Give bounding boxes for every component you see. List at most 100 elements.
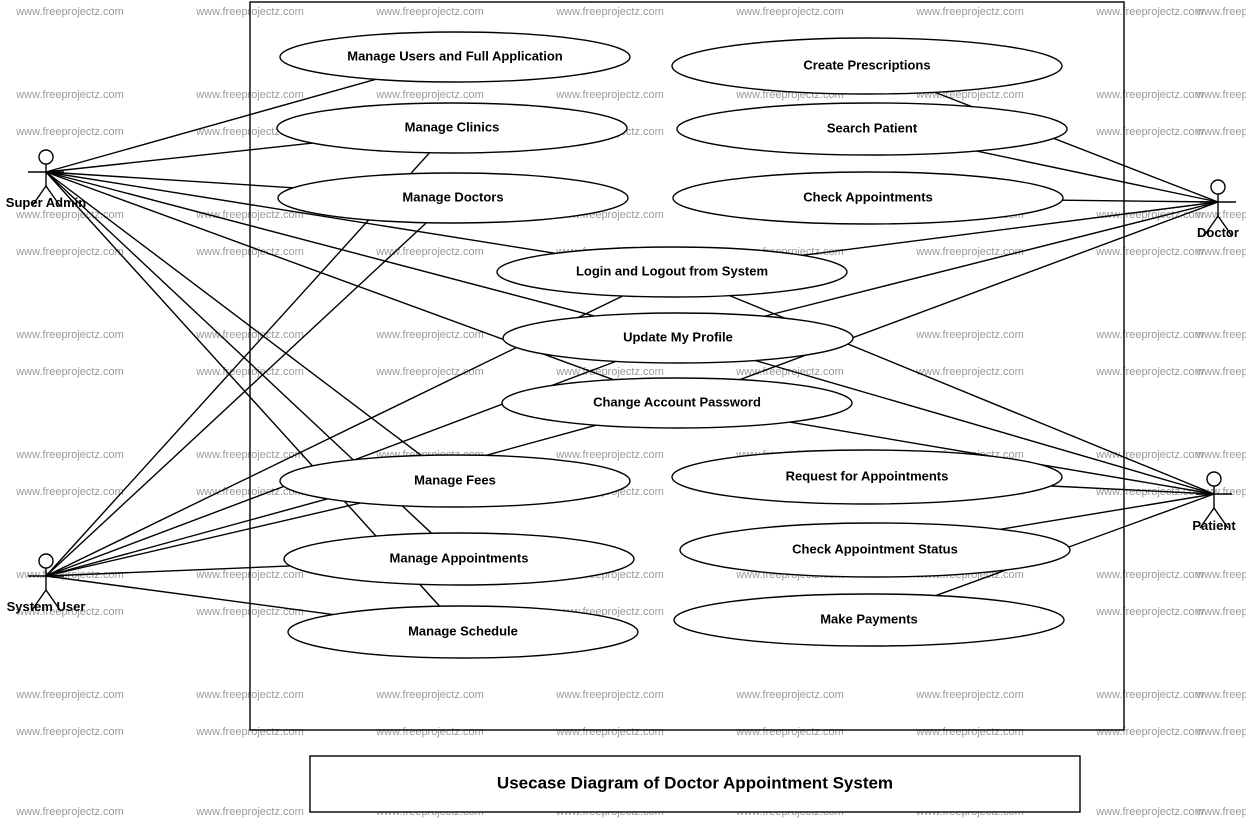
watermark-text: www.freeprojectz.com — [15, 449, 124, 461]
association-line — [1000, 494, 1214, 529]
actor-head-icon — [1211, 180, 1225, 194]
association-line — [1062, 200, 1218, 202]
usecase-create-rx: Create Prescriptions — [672, 38, 1062, 94]
watermark-text: www.freeprojectz.com — [1195, 726, 1246, 738]
watermark-text: www.freeprojectz.com — [15, 126, 124, 138]
actor-head-icon — [1207, 472, 1221, 486]
usecase-manage-doctors: Manage Doctors — [278, 173, 628, 223]
watermark-text: www.freeprojectz.com — [915, 6, 1024, 18]
usecase-manage-appts: Manage Appointments — [284, 533, 634, 585]
usecase-label: Manage Appointments — [390, 550, 529, 565]
usecase-label: Manage Schedule — [408, 623, 518, 638]
usecase-label: Manage Clinics — [405, 119, 500, 134]
watermark-text: www.freeprojectz.com — [15, 246, 124, 258]
usecase-manage-schedule: Manage Schedule — [288, 606, 638, 658]
watermark-text: www.freeprojectz.com — [1095, 449, 1204, 461]
usecase-check-appt-status: Check Appointment Status — [680, 523, 1070, 577]
watermark-text: www.freeprojectz.com — [1195, 689, 1246, 701]
watermark-text: www.freeprojectz.com — [1095, 689, 1204, 701]
actor-patient: Patient — [1192, 472, 1236, 533]
watermark-text: www.freeprojectz.com — [1095, 89, 1204, 101]
usecase-update-profile: Update My Profile — [503, 313, 853, 363]
usecase-label: Request for Appointments — [786, 468, 949, 483]
watermark-text: www.freeprojectz.com — [1195, 246, 1246, 258]
watermark-text: www.freeprojectz.com — [915, 726, 1024, 738]
association-line — [46, 223, 426, 576]
usecase-label: Make Payments — [820, 611, 918, 626]
watermark-text: www.freeprojectz.com — [1195, 89, 1246, 101]
watermark-text: www.freeprojectz.com — [915, 329, 1024, 341]
watermark-text: www.freeprojectz.com — [375, 246, 484, 258]
watermark-text: www.freeprojectz.com — [1095, 366, 1204, 378]
watermark-text: www.freeprojectz.com — [15, 329, 124, 341]
watermark-text: www.freeprojectz.com — [15, 486, 124, 498]
watermark-text: www.freeprojectz.com — [1195, 449, 1246, 461]
usecase-manage-clinics: Manage Clinics — [277, 103, 627, 153]
usecase-label: Search Patient — [827, 120, 918, 135]
usecase-label: Update My Profile — [623, 329, 733, 344]
watermark-text: www.freeprojectz.com — [15, 689, 124, 701]
actor-head-icon — [39, 554, 53, 568]
usecase-label: Manage Doctors — [402, 189, 503, 204]
watermark-text: www.freeprojectz.com — [15, 6, 124, 18]
watermark-text: www.freeprojectz.com — [1095, 6, 1204, 18]
watermark-text: www.freeprojectz.com — [1095, 726, 1204, 738]
watermark-text: www.freeprojectz.com — [375, 689, 484, 701]
watermark-text: www.freeprojectz.com — [1195, 606, 1246, 618]
actor-label: System User — [7, 599, 86, 614]
usecase-manage-fees: Manage Fees — [280, 455, 630, 507]
actor-head-icon — [39, 150, 53, 164]
title-layer: Usecase Diagram of Doctor Appointment Sy… — [310, 756, 1080, 812]
watermark-text: www.freeprojectz.com — [735, 6, 844, 18]
watermark-text: www.freeprojectz.com — [1195, 329, 1246, 341]
watermark-text: www.freeprojectz.com — [1095, 569, 1204, 581]
actor-label: Super Admin — [6, 195, 86, 210]
actor-label: Patient — [1192, 518, 1236, 533]
usecase-label: Manage Fees — [414, 472, 496, 487]
watermark-text: www.freeprojectz.com — [1195, 569, 1246, 581]
watermark-text: www.freeprojectz.com — [915, 246, 1024, 258]
watermark-text: www.freeprojectz.com — [375, 329, 484, 341]
watermark-text: www.freeprojectz.com — [1095, 606, 1204, 618]
watermark-text: www.freeprojectz.com — [1095, 329, 1204, 341]
usecase-label: Check Appointments — [803, 189, 933, 204]
watermark-text: www.freeprojectz.com — [1095, 126, 1204, 138]
usecase-label: Check Appointment Status — [792, 541, 958, 556]
watermark-text: www.freeprojectz.com — [15, 726, 124, 738]
watermark-text: www.freeprojectz.com — [555, 366, 664, 378]
usecase-diagram: www.freeprojectz.comwww.freeprojectz.com… — [0, 0, 1246, 819]
watermark-text: www.freeprojectz.com — [555, 6, 664, 18]
watermark-text: www.freeprojectz.com — [1095, 246, 1204, 258]
watermark-text: www.freeprojectz.com — [915, 366, 1024, 378]
usecase-label: Change Account Password — [593, 394, 761, 409]
watermark-text: www.freeprojectz.com — [1195, 366, 1246, 378]
watermark-text: www.freeprojectz.com — [1195, 126, 1246, 138]
watermark-text: www.freeprojectz.com — [555, 89, 664, 101]
usecase-label: Login and Logout from System — [576, 263, 768, 278]
watermark-text: www.freeprojectz.com — [735, 689, 844, 701]
watermark-text: www.freeprojectz.com — [15, 806, 124, 818]
usecase-login-logout: Login and Logout from System — [497, 247, 847, 297]
watermark-text: www.freeprojectz.com — [735, 726, 844, 738]
association-line — [46, 143, 313, 172]
watermark-text: www.freeprojectz.com — [195, 806, 304, 818]
watermark-text: www.freeprojectz.com — [555, 449, 664, 461]
diagram-title: Usecase Diagram of Doctor Appointment Sy… — [497, 773, 893, 792]
watermark-text: www.freeprojectz.com — [1095, 486, 1204, 498]
usecase-search-patient: Search Patient — [677, 103, 1067, 155]
watermark-text: www.freeprojectz.com — [375, 89, 484, 101]
usecase-label: Create Prescriptions — [803, 57, 930, 72]
watermark-text: www.freeprojectz.com — [375, 726, 484, 738]
usecase-request-appts: Request for Appointments — [672, 450, 1062, 504]
usecase-change-password: Change Account Password — [502, 378, 852, 428]
watermark-text: www.freeprojectz.com — [735, 366, 844, 378]
usecase-label: Manage Users and Full Application — [347, 48, 563, 63]
usecases-layer: Manage Users and Full Application Manage … — [277, 32, 1070, 658]
watermark-text: www.freeprojectz.com — [915, 689, 1024, 701]
actor-label: Doctor — [1197, 225, 1239, 240]
watermark-text: www.freeprojectz.com — [555, 689, 664, 701]
watermark-text: www.freeprojectz.com — [1095, 806, 1204, 818]
usecase-check-appts: Check Appointments — [673, 172, 1063, 224]
usecase-make-payments: Make Payments — [674, 594, 1064, 646]
watermark-text: www.freeprojectz.com — [15, 89, 124, 101]
